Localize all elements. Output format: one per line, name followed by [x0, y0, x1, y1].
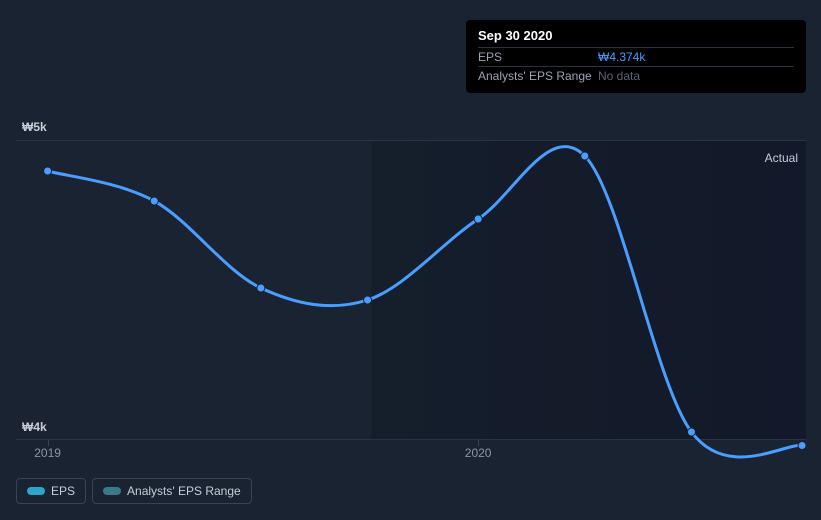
legend-label: EPS [51, 484, 75, 498]
data-point[interactable] [687, 428, 695, 436]
plot-area: Actual [16, 140, 806, 440]
data-point[interactable] [581, 152, 589, 160]
legend-item[interactable]: Analysts' EPS Range [92, 478, 252, 504]
tooltip-date: Sep 30 2020 [478, 28, 794, 47]
legend-label: Analysts' EPS Range [127, 484, 241, 498]
x-axis: 2019 2020 [16, 446, 806, 462]
data-point[interactable] [474, 215, 482, 223]
ytick-upper: ₩5k [22, 120, 47, 134]
data-point[interactable] [257, 284, 265, 292]
legend: EPS Analysts' EPS Range [16, 478, 252, 504]
xtick: 2019 [34, 446, 61, 460]
chart-tooltip: Sep 30 2020 EPS₩4.374kAnalysts' EPS Rang… [466, 20, 806, 93]
legend-item[interactable]: EPS [16, 478, 86, 504]
eps-line-path [48, 147, 802, 457]
legend-swatch [103, 487, 119, 495]
tooltip-row-label: EPS [478, 50, 598, 64]
xtick: 2020 [465, 446, 492, 460]
ytick-lower: ₩4k [22, 420, 47, 434]
eps-line [16, 141, 806, 439]
data-point[interactable] [44, 167, 52, 175]
data-point[interactable] [364, 296, 372, 304]
tooltip-row-value: No data [598, 69, 640, 83]
tooltip-row-label: Analysts' EPS Range [478, 69, 598, 83]
tooltip-row-value: ₩4.374k [598, 50, 645, 64]
legend-swatch [27, 487, 43, 495]
tooltip-row: EPS₩4.374k [478, 47, 794, 66]
data-point[interactable] [150, 197, 158, 205]
tooltip-row: Analysts' EPS RangeNo data [478, 66, 794, 85]
